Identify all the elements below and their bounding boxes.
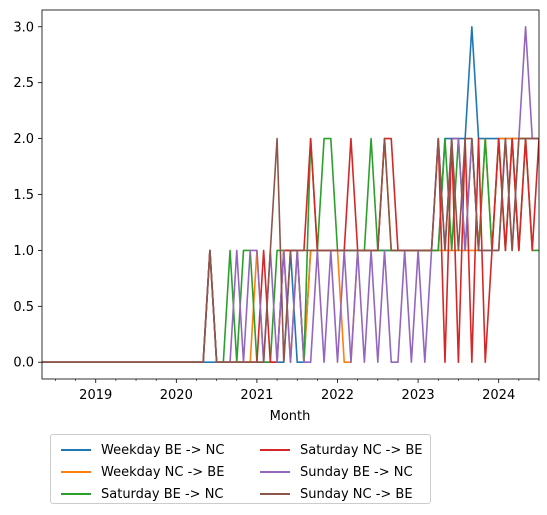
legend-item: Weekday BE -> NC bbox=[61, 440, 224, 460]
legend-swatch bbox=[260, 493, 290, 495]
series-line-4 bbox=[42, 137, 539, 364]
legend-swatch bbox=[260, 471, 290, 473]
series-line-6 bbox=[42, 137, 539, 364]
y-tick-label: 0.0 bbox=[13, 356, 34, 371]
legend-item: Saturday BE -> NC bbox=[61, 484, 224, 504]
x-tick-label: 2019 bbox=[79, 388, 112, 403]
x-axis: 2019 2020 2021 2022 2023 2024 bbox=[55, 379, 540, 403]
legend-label: Saturday NC -> BE bbox=[300, 442, 423, 458]
x-tick-label: 2023 bbox=[402, 388, 435, 403]
y-tick-label: 3.0 bbox=[13, 20, 34, 35]
legend-item: Saturday NC -> BE bbox=[260, 440, 423, 460]
x-tick-label: 2024 bbox=[482, 388, 515, 403]
legend-item: Sunday BE -> NC bbox=[260, 462, 413, 482]
y-axis: 0.0 0.5 1.0 1.5 2.0 2.5 3.0 bbox=[13, 20, 42, 371]
series-layer bbox=[42, 25, 539, 364]
y-tick-label: 1.0 bbox=[13, 244, 34, 259]
legend: Weekday BE -> NC Weekday NC -> BE Saturday… bbox=[50, 434, 431, 504]
legend-swatch bbox=[61, 471, 91, 473]
legend-label: Weekday BE -> NC bbox=[101, 442, 225, 458]
chart-svg: 0.00.51.01.52.02.53.0 2019 2020 2021 2022 20… bbox=[13, 9, 540, 424]
x-tick-label: 2021 bbox=[240, 388, 273, 403]
y-tick-label: 2.5 bbox=[13, 76, 34, 91]
y-tick-label: 1.5 bbox=[13, 188, 34, 203]
x-tick-label: 2022 bbox=[321, 388, 354, 403]
legend-label: Saturday BE -> NC bbox=[101, 486, 224, 502]
legend-swatch bbox=[61, 449, 91, 451]
legend-item: Sunday NC -> BE bbox=[260, 484, 413, 504]
plot-frame bbox=[41, 9, 540, 380]
series-line-5 bbox=[42, 25, 539, 364]
x-axis-title: Month bbox=[270, 409, 311, 424]
legend-label: Sunday NC -> BE bbox=[300, 486, 413, 502]
legend-label: Sunday BE -> NC bbox=[300, 464, 413, 480]
y-tick-label: 0.5 bbox=[13, 300, 34, 315]
legend-swatch bbox=[260, 449, 290, 451]
legend-swatch bbox=[61, 493, 91, 495]
y-tick-label: 2.0 bbox=[13, 132, 34, 147]
legend-label: Weekday NC -> BE bbox=[101, 464, 225, 480]
legend-item: Weekday NC -> BE bbox=[61, 462, 224, 482]
series-line-1 bbox=[42, 25, 539, 364]
x-tick-label: 2020 bbox=[160, 388, 193, 403]
